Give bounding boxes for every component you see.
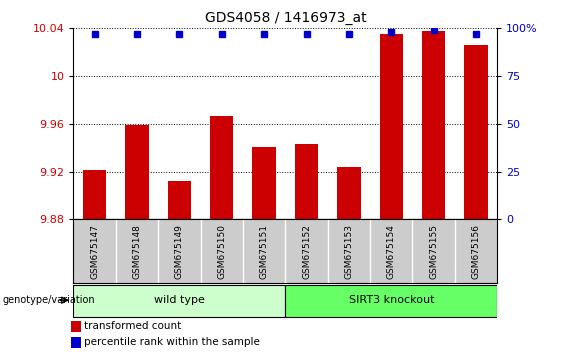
Text: GSM675149: GSM675149 (175, 224, 184, 279)
FancyBboxPatch shape (73, 285, 285, 317)
Text: GSM675152: GSM675152 (302, 224, 311, 279)
Text: GSM675151: GSM675151 (260, 224, 268, 279)
Bar (337, 167, 360, 219)
Text: GSM675155: GSM675155 (429, 224, 438, 279)
Text: transformed count: transformed count (85, 321, 182, 331)
Bar (422, 31, 445, 219)
Text: percentile rank within the sample: percentile rank within the sample (85, 337, 260, 347)
Text: GSM675148: GSM675148 (133, 224, 141, 279)
Bar (168, 181, 191, 219)
Bar (71, 337, 81, 348)
Title: GDS4058 / 1416973_at: GDS4058 / 1416973_at (205, 11, 366, 24)
Text: wild type: wild type (154, 295, 205, 305)
FancyBboxPatch shape (285, 285, 497, 317)
Bar (125, 125, 149, 219)
Bar (380, 34, 403, 219)
Bar (71, 321, 81, 332)
Text: GSM675147: GSM675147 (90, 224, 99, 279)
Bar (83, 171, 106, 219)
Text: genotype/variation: genotype/variation (3, 295, 95, 305)
Text: GSM675156: GSM675156 (472, 224, 480, 279)
Text: GSM675154: GSM675154 (387, 224, 396, 279)
Text: GSM675153: GSM675153 (345, 224, 353, 279)
Bar (295, 144, 318, 219)
Bar (464, 45, 488, 219)
Text: GSM675150: GSM675150 (218, 224, 226, 279)
Bar (253, 147, 276, 219)
Bar (210, 115, 233, 219)
Text: SIRT3 knockout: SIRT3 knockout (349, 295, 434, 305)
